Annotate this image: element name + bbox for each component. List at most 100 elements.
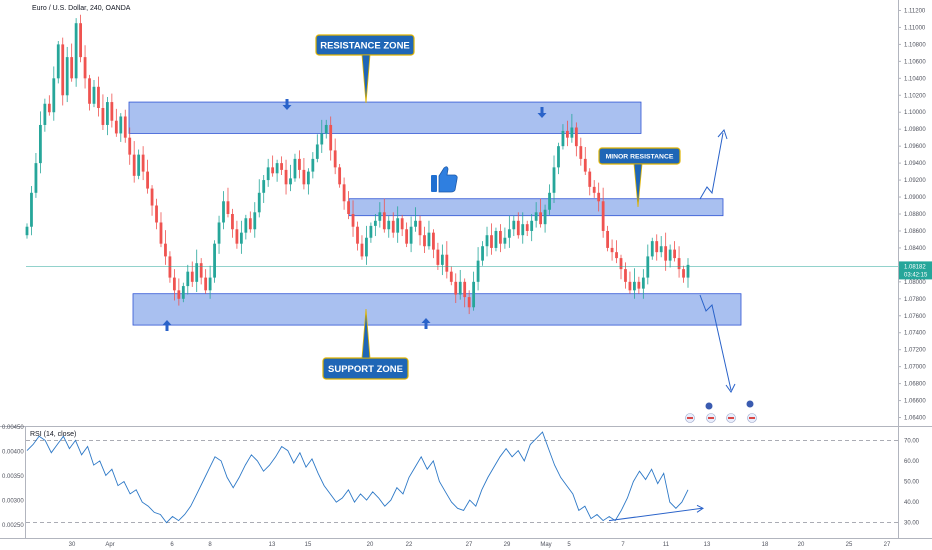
price-tick-label: 1.07600 bbox=[904, 314, 926, 320]
candle-body bbox=[664, 246, 668, 261]
candle-body bbox=[574, 127, 578, 147]
rsi-tick-label: 70.00 bbox=[904, 438, 920, 444]
candle-body bbox=[88, 78, 91, 104]
candle-body bbox=[458, 281, 462, 295]
candle-body bbox=[333, 150, 337, 168]
arrow-down-icon bbox=[282, 99, 292, 110]
rsi-left-tick-label: 0.00350 bbox=[2, 474, 24, 480]
candle-body bbox=[342, 184, 346, 202]
candle-body bbox=[110, 102, 114, 121]
resistance-callout-pointer bbox=[361, 54, 371, 104]
price-tick-label: 1.07000 bbox=[904, 365, 926, 371]
candle-body bbox=[534, 212, 538, 221]
candle-body bbox=[378, 212, 382, 221]
candle-body bbox=[641, 277, 645, 289]
last-price-badge bbox=[899, 261, 932, 280]
candle-body bbox=[445, 254, 449, 272]
price-tick-label: 1.10600 bbox=[904, 59, 926, 65]
candle-body bbox=[467, 297, 471, 308]
candle-body bbox=[293, 158, 297, 179]
price-tick-label: 1.10200 bbox=[904, 93, 926, 99]
candle-body bbox=[172, 277, 176, 291]
candle-body bbox=[105, 102, 109, 125]
price-tick-label: 1.10000 bbox=[904, 110, 926, 116]
candle-body bbox=[624, 269, 627, 282]
price-tick-label: 1.09800 bbox=[904, 127, 926, 133]
candle-body bbox=[289, 178, 292, 185]
candle-body bbox=[570, 127, 574, 138]
candle-body bbox=[34, 163, 38, 193]
event-flag-icon bbox=[728, 417, 734, 419]
candle-body bbox=[199, 263, 203, 278]
candle-body bbox=[114, 120, 118, 134]
rsi-tick-label: 40.00 bbox=[904, 500, 920, 506]
candle-body bbox=[168, 256, 172, 278]
candle-body bbox=[347, 201, 350, 214]
price-tick-label: 1.07200 bbox=[904, 348, 926, 354]
candle-body bbox=[271, 167, 275, 174]
candle-body bbox=[329, 124, 333, 151]
candle-body bbox=[155, 205, 158, 223]
time-tick-label: 30 bbox=[69, 542, 76, 548]
candle-body bbox=[503, 237, 507, 244]
candle-body bbox=[311, 158, 315, 172]
candle-body bbox=[222, 201, 225, 223]
chart-title: Euro / U.S. Dollar, 240, OANDA bbox=[32, 5, 131, 12]
candle-body bbox=[427, 232, 431, 247]
candle-body bbox=[208, 277, 212, 291]
candle-body bbox=[159, 222, 163, 244]
candle-body bbox=[382, 212, 386, 230]
candle-body bbox=[423, 235, 426, 247]
candle-body bbox=[391, 220, 395, 233]
time-tick-label: 6 bbox=[170, 542, 174, 548]
candle-body bbox=[92, 86, 96, 104]
candle-body bbox=[56, 44, 60, 79]
candle-body bbox=[70, 57, 74, 79]
price-tick-label: 1.11200 bbox=[904, 8, 926, 14]
candle-body bbox=[150, 188, 154, 206]
candle-body bbox=[248, 218, 252, 230]
candle-body bbox=[668, 249, 672, 261]
candle-body bbox=[628, 281, 632, 291]
candle-body bbox=[449, 271, 453, 282]
price-pane[interactable]: Euro / U.S. Dollar, 240, OANDA bbox=[25, 5, 898, 326]
time-tick-label: 13 bbox=[704, 542, 711, 548]
time-tick-label: 11 bbox=[663, 542, 670, 548]
candle-body bbox=[262, 180, 266, 193]
candle-body bbox=[418, 220, 422, 236]
candle-body bbox=[561, 130, 565, 147]
candle-body bbox=[146, 171, 149, 189]
candle-body bbox=[387, 220, 391, 230]
candle-body bbox=[132, 154, 136, 176]
rsi-pane[interactable]: RSI (14, close) bbox=[26, 431, 898, 524]
price-tick-label: 1.09200 bbox=[904, 178, 926, 184]
price-tick-label: 1.07400 bbox=[904, 331, 926, 337]
time-tick-label: 29 bbox=[504, 542, 511, 548]
candle-body bbox=[177, 290, 181, 299]
candle-body bbox=[97, 86, 100, 108]
candle-body bbox=[592, 186, 596, 193]
candle-body bbox=[476, 260, 480, 282]
last-price-label: 1.08182 bbox=[904, 264, 926, 270]
candle-body bbox=[164, 243, 167, 257]
annotations: RESISTANCE ZONE MINOR RESISTANCE SUPPORT Z… bbox=[162, 34, 757, 423]
candle-body bbox=[74, 23, 78, 79]
candle-body bbox=[186, 271, 190, 287]
time-tick-label: Apr bbox=[105, 542, 114, 548]
candle-body bbox=[235, 229, 239, 244]
price-tick-label: 1.10800 bbox=[904, 42, 926, 48]
candle-body bbox=[123, 116, 127, 138]
candle-body bbox=[499, 230, 502, 244]
price-tick-label: 1.06600 bbox=[904, 399, 926, 405]
time-tick-label: 20 bbox=[798, 542, 805, 548]
arrow-down-icon bbox=[537, 107, 547, 118]
candle-body bbox=[213, 243, 216, 278]
candle-body bbox=[655, 241, 659, 253]
candle-body bbox=[539, 212, 543, 225]
candle-body bbox=[686, 264, 690, 278]
candle-body bbox=[507, 229, 511, 238]
price-tick-label: 1.08800 bbox=[904, 212, 926, 218]
price-tick-label: 1.09600 bbox=[904, 144, 926, 150]
candle-body bbox=[38, 124, 42, 164]
